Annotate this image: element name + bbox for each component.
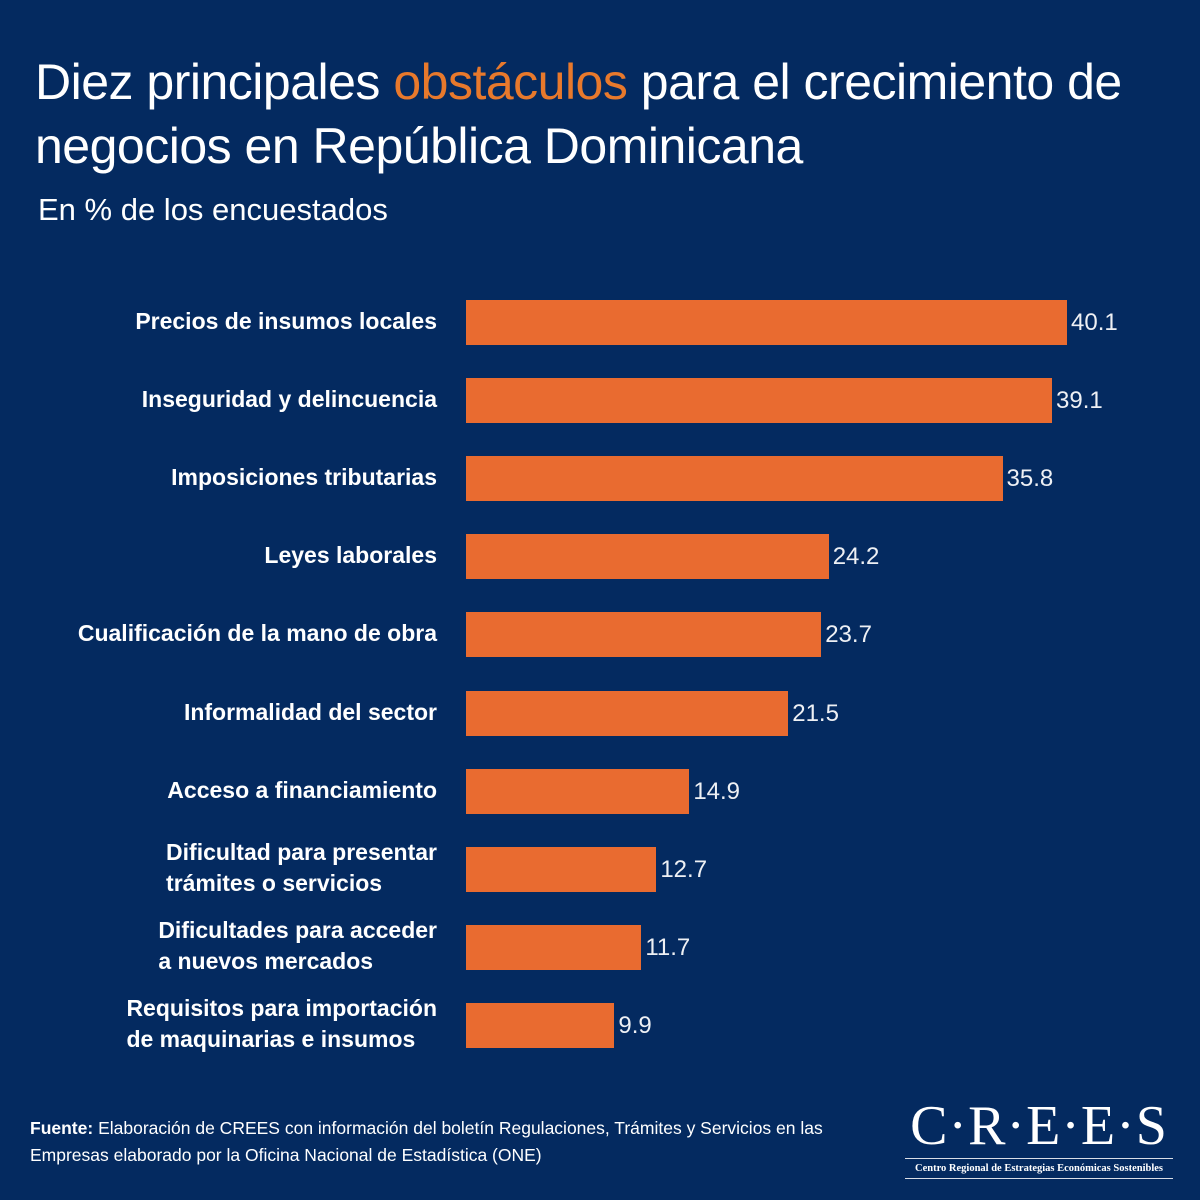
- category-label: Dificultad para presentar trámites o ser…: [166, 839, 437, 897]
- category-label: Leyes laborales: [264, 542, 437, 569]
- value-label: 23.7: [825, 621, 872, 649]
- category-label: Imposiciones tributarias: [171, 464, 437, 491]
- value-label: 39.1: [1056, 387, 1103, 415]
- crees-logo: C·R·E·E·S Centro Regional de Estrategias…: [905, 1096, 1173, 1181]
- category-label: Dificultades para acceder a nuevos merca…: [158, 917, 437, 975]
- category-label: Informalidad del sector: [183, 698, 437, 725]
- category-label: Requisitos para importación de maquinari…: [126, 995, 437, 1053]
- logo-rule-bottom: [905, 1178, 1173, 1179]
- title-part-2: para el crecimiento de negocios en Repúb…: [35, 54, 1122, 174]
- bar: [466, 924, 642, 970]
- category-label: Cualificación de la mano de obra: [77, 620, 437, 647]
- value-label: 35.8: [1006, 465, 1054, 493]
- value-label: 40.1: [1071, 309, 1118, 336]
- category-label: Inseguridad y delincuencia: [141, 386, 437, 413]
- bar: [466, 456, 1003, 502]
- category-label: Acceso a financiamiento: [167, 776, 437, 803]
- title-part-1: Diez principales: [35, 54, 394, 110]
- value-label: 24.2: [832, 543, 880, 571]
- bar: [466, 690, 789, 736]
- source-text: Elaboración de CREES con información del…: [30, 1118, 823, 1165]
- logo-rule-top: [905, 1158, 1173, 1159]
- logo-wordmark: C·R·E·E·S: [910, 1095, 1168, 1157]
- bar: [466, 768, 690, 814]
- chart-subtitle: En % de los encuestados: [38, 192, 388, 227]
- source-label: Fuente:: [30, 1118, 94, 1138]
- value-label: 21.5: [792, 699, 839, 727]
- category-label: Precios de insumos locales: [135, 308, 437, 334]
- chart-title: Diez principales obstáculos para el crec…: [35, 50, 1185, 178]
- bar: [466, 1002, 615, 1048]
- value-label: 9.9: [618, 1011, 652, 1039]
- bar: [466, 612, 822, 658]
- value-label: 11.7: [645, 933, 691, 961]
- bar: [466, 534, 829, 580]
- value-label: 12.7: [660, 855, 708, 883]
- source-note: Fuente: Elaboración de CREES con informa…: [30, 1115, 880, 1169]
- value-label: 14.9: [693, 777, 741, 805]
- bar: [466, 378, 1052, 424]
- bar: [466, 300, 1067, 345]
- title-accent-word: obstáculos: [393, 54, 628, 110]
- bar: [466, 846, 657, 892]
- logo-subtitle: Centro Regional de Estrategias Económica…: [914, 1163, 1163, 1174]
